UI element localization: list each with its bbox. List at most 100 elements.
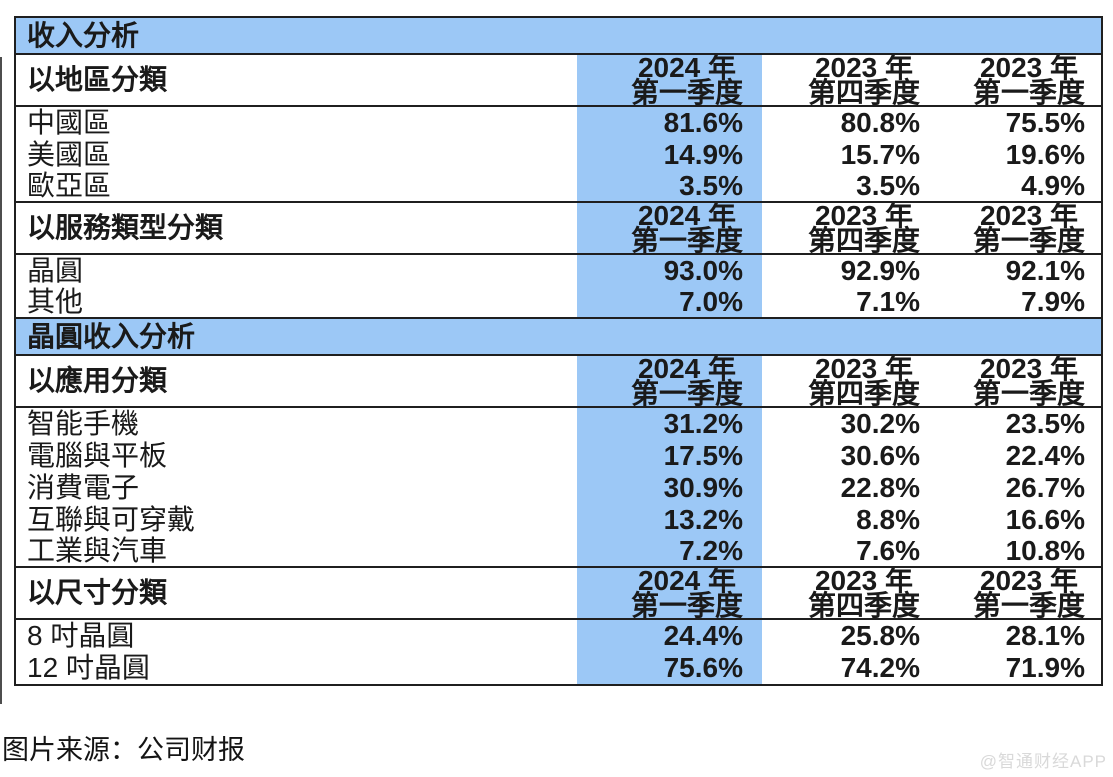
value-2023q1: 7.9%: [1021, 287, 1085, 317]
value-2023q4: 80.8%: [840, 107, 920, 138]
quarter-header-2023q4: 2023 年 第四季度: [762, 203, 932, 253]
quarter-header-text: 2024 年 第一季度: [631, 55, 743, 105]
quarter-line-2: 第四季度: [807, 225, 920, 254]
quarter-header-text: 2023 年 第四季度: [808, 203, 920, 253]
quarter-line-1: 2023 年: [814, 55, 914, 83]
value-2024q1: 24.4%: [577, 620, 762, 652]
value-2024q1: 30.9%: [577, 472, 762, 504]
data-row: 智能手機 31.2% 30.2% 23.5%: [16, 408, 1101, 440]
value-2024q1: 3.5%: [577, 171, 762, 201]
row-label: 智能手機: [27, 408, 140, 439]
data-row: 其他 7.0% 7.1% 7.9%: [16, 287, 1101, 319]
row-label: 其他: [27, 287, 84, 317]
quarter-line-2: 第一季度: [972, 77, 1085, 106]
group-label: 以尺寸分類: [27, 577, 168, 608]
value-2024q1: 93.0%: [577, 255, 762, 287]
value-2023q4: 15.7%: [840, 139, 920, 170]
group-header-row: 以應用分類 2024 年 第一季度 2023 年 第四季度 2023 年 第一季…: [16, 356, 1101, 408]
value-2023q4: 30.2%: [840, 408, 920, 439]
value-2023q1: 71.9%: [1005, 652, 1085, 683]
data-row: 工業與汽車 7.2% 7.6% 10.8%: [16, 536, 1101, 568]
value-2023q1: 4.9%: [1021, 171, 1085, 201]
row-label: 互聯與可穿戴: [27, 504, 196, 535]
value-2023q4: 30.6%: [840, 440, 920, 471]
data-row: 美國區 14.9% 15.7% 19.6%: [16, 139, 1101, 171]
revenue-table: 收入分析 以地區分類 2024 年 第一季度 2023 年 第四季度 2023 …: [14, 16, 1103, 686]
row-label: 消費電子: [27, 472, 140, 503]
data-row: 8 吋晶圓 24.4% 25.8% 28.1%: [16, 620, 1101, 652]
quarter-header-2023q1: 2023 年 第一季度: [932, 203, 1101, 253]
data-row: 中國區 81.6% 80.8% 75.5%: [16, 107, 1101, 139]
section-title-row: 晶圓收入分析: [16, 319, 1101, 356]
value-2024q1: 7.2%: [577, 536, 762, 566]
quarter-line-2: 第一季度: [630, 378, 743, 407]
quarter-header-text: 2023 年 第四季度: [808, 55, 920, 105]
quarter-line-2: 第一季度: [630, 225, 743, 254]
group-header-row: 以尺寸分類 2024 年 第一季度 2023 年 第四季度 2023 年 第一季…: [16, 568, 1101, 620]
quarter-line-1: 2024 年: [637, 356, 737, 384]
data-row: 12 吋晶圓 75.6% 74.2% 71.9%: [16, 652, 1101, 684]
row-label: 工業與汽車: [27, 536, 168, 566]
quarter-line-2: 第一季度: [972, 590, 1085, 619]
quarter-header-2023q1: 2023 年 第一季度: [932, 568, 1101, 618]
section-title: 晶圓收入分析: [27, 320, 196, 352]
value-2023q1: 10.8%: [1005, 536, 1085, 566]
data-row: 消費電子 30.9% 22.8% 26.7%: [16, 472, 1101, 504]
quarter-line-1: 2023 年: [979, 568, 1079, 596]
quarter-line-2: 第一季度: [972, 225, 1085, 254]
value-2023q1: 16.6%: [1005, 504, 1085, 535]
row-label: 8 吋晶圓: [27, 620, 135, 651]
quarter-header-text: 2023 年 第一季度: [973, 568, 1085, 618]
group-label: 以地區分類: [27, 64, 168, 95]
value-2023q4: 74.2%: [840, 652, 920, 683]
quarter-header-text: 2023 年 第一季度: [973, 55, 1085, 105]
data-row: 歐亞區 3.5% 3.5% 4.9%: [16, 171, 1101, 203]
quarter-line-2: 第一季度: [630, 77, 743, 106]
quarter-line-1: 2024 年: [637, 55, 737, 83]
value-2023q1: 23.5%: [1005, 408, 1085, 439]
quarter-line-1: 2023 年: [814, 203, 914, 231]
quarter-header-2023q4: 2023 年 第四季度: [762, 55, 932, 105]
value-2024q1: 7.0%: [577, 287, 762, 317]
value-2023q4: 92.9%: [840, 255, 920, 286]
value-2023q4: 8.8%: [856, 504, 920, 535]
value-2023q4: 7.1%: [856, 287, 920, 317]
quarter-line-2: 第一季度: [972, 378, 1085, 407]
section-title-row: 收入分析: [16, 18, 1101, 55]
value-2024q1: 31.2%: [577, 408, 762, 440]
value-2024q1: 17.5%: [577, 440, 762, 472]
quarter-header-2023q1: 2023 年 第一季度: [932, 55, 1101, 105]
data-row: 互聯與可穿戴 13.2% 8.8% 16.6%: [16, 504, 1101, 536]
quarter-line-1: 2023 年: [814, 356, 914, 384]
value-2023q1: 19.6%: [1005, 139, 1085, 170]
quarter-line-1: 2023 年: [814, 568, 914, 596]
row-label: 12 吋晶圓: [27, 652, 150, 683]
quarter-header-2024q1: 2024 年 第一季度: [577, 568, 762, 618]
value-2023q4: 22.8%: [840, 472, 920, 503]
value-2023q4: 25.8%: [840, 620, 920, 651]
group-header-row: 以服務類型分類 2024 年 第一季度 2023 年 第四季度 2023 年 第…: [16, 203, 1101, 255]
quarter-header-2024q1: 2024 年 第一季度: [577, 356, 762, 406]
group-header-row: 以地區分類 2024 年 第一季度 2023 年 第四季度 2023 年 第一季…: [16, 55, 1101, 107]
quarter-line-1: 2023 年: [979, 55, 1079, 83]
value-2023q1: 75.5%: [1005, 107, 1085, 138]
image-source-caption: 图片来源：公司财报: [2, 735, 245, 765]
group-label: 以應用分類: [27, 365, 168, 396]
value-2023q4: 3.5%: [856, 171, 920, 201]
value-2024q1: 81.6%: [577, 107, 762, 139]
quarter-line-2: 第四季度: [807, 590, 920, 619]
value-2023q1: 22.4%: [1005, 440, 1085, 471]
data-row: 電腦與平板 17.5% 30.6% 22.4%: [16, 440, 1101, 472]
row-label: 美國區: [27, 139, 112, 170]
value-2023q1: 26.7%: [1005, 472, 1085, 503]
row-label: 晶圓: [27, 255, 84, 286]
quarter-line-1: 2023 年: [979, 356, 1079, 384]
quarter-header-text: 2023 年 第一季度: [973, 203, 1085, 253]
quarter-line-2: 第一季度: [630, 590, 743, 619]
quarter-header-text: 2023 年 第四季度: [808, 568, 920, 618]
value-2024q1: 75.6%: [577, 652, 762, 684]
quarter-header-text: 2023 年 第一季度: [973, 356, 1085, 406]
value-2023q4: 7.6%: [856, 536, 920, 566]
quarter-header-text: 2024 年 第一季度: [631, 356, 743, 406]
